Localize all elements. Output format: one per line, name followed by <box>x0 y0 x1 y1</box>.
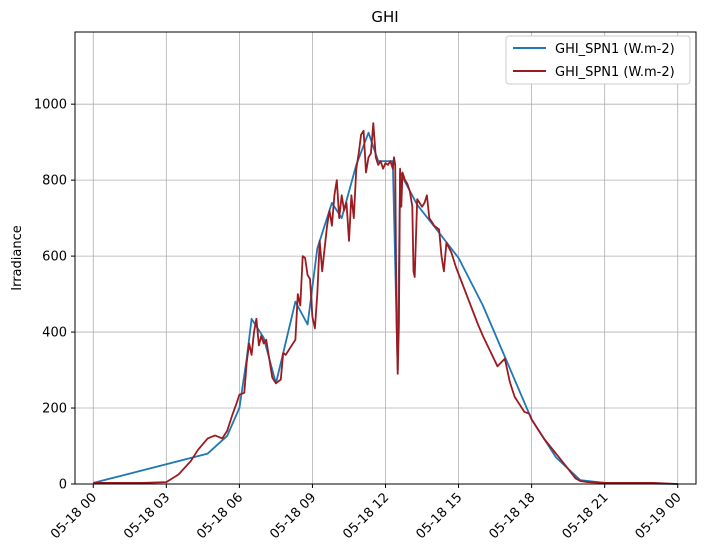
x-tick-label: 05-18 18 <box>487 490 539 542</box>
y-tick-label: 600 <box>42 250 67 265</box>
legend-label-series-1: GHI_SPN1 (W.m-2) <box>555 42 675 57</box>
y-tick-label: 800 <box>42 174 67 189</box>
x-tick-label: 05-19 00 <box>633 490 685 542</box>
legend-label-series-2: GHI_SPN1 (W.m-2) <box>555 65 675 80</box>
series-layer <box>93 122 678 485</box>
x-tick-label: 05-18 12 <box>340 490 392 542</box>
x-tick-label: 05-18 09 <box>267 490 319 542</box>
y-axis-ticks: 0 200 400 600 800 1000 <box>34 98 75 493</box>
y-tick-label: 200 <box>42 402 67 417</box>
x-tick-label: 05-18 21 <box>560 490 612 542</box>
chart-title: GHI <box>371 8 398 26</box>
legend: GHI_SPN1 (W.m-2) GHI_SPN1 (W.m-2) <box>505 35 691 85</box>
y-tick-label: 400 <box>42 326 67 341</box>
legend-box <box>505 35 691 85</box>
x-tick-label: 05-18 00 <box>48 490 100 542</box>
y-tick-label: 0 <box>59 478 67 493</box>
y-axis-label: Irradiance <box>10 225 25 290</box>
x-tick-label: 05-18 06 <box>194 490 246 542</box>
series-line-2 <box>93 122 678 485</box>
x-tick-label: 05-18 15 <box>413 490 465 542</box>
x-tick-label: 05-18 03 <box>121 490 173 542</box>
grid-lines <box>75 32 696 485</box>
y-tick-label: 1000 <box>34 98 67 113</box>
x-axis-ticks: 05-18 00 05-18 03 05-18 06 05-18 09 05-18 12… <box>48 484 685 542</box>
series-line-1 <box>93 131 678 485</box>
